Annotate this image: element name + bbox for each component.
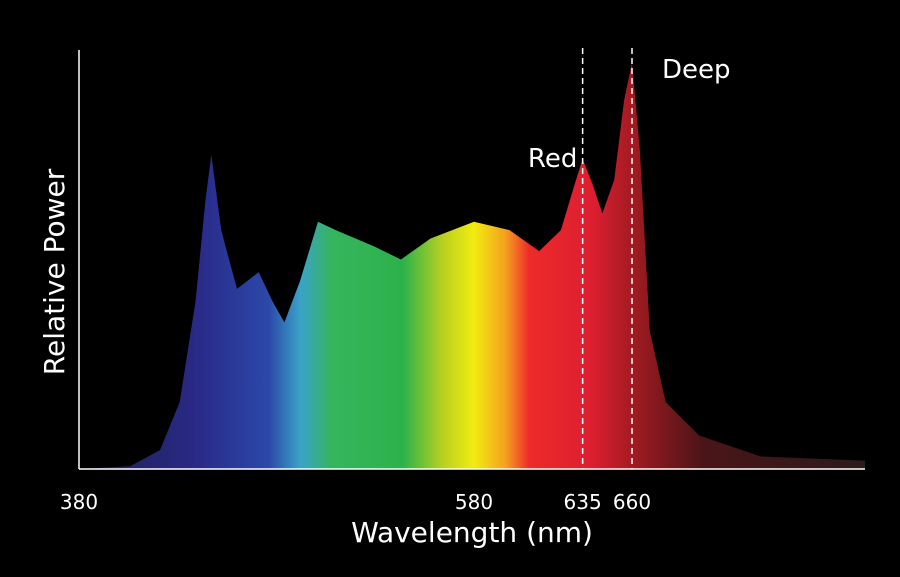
marker-label: Red xyxy=(528,144,577,174)
spectrum-area xyxy=(79,62,866,469)
x-axis-title: Wavelength (nm) xyxy=(351,516,593,549)
x-tick-label: 580 xyxy=(455,490,493,514)
plot-area xyxy=(79,62,866,469)
x-tick-label: 380 xyxy=(60,490,98,514)
x-tick-label: 660 xyxy=(613,490,651,514)
y-axis-title: Relative Power xyxy=(38,168,71,375)
marker-label: Deep xyxy=(662,55,731,85)
x-tick-label: 635 xyxy=(564,490,602,514)
